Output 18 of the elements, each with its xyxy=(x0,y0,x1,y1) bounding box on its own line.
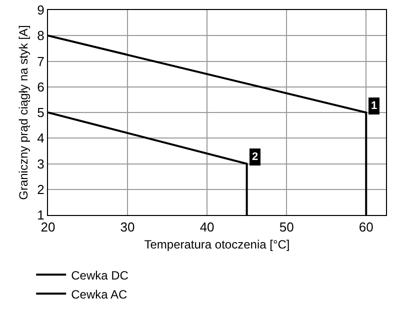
legend-label: Cewka AC xyxy=(71,287,128,302)
y-tick-label: 6 xyxy=(37,79,44,94)
x-tick-label: 40 xyxy=(200,220,214,235)
x-axis-title: Temperatura otoczenia [°C] xyxy=(144,238,290,252)
legend-label: Cewka DC xyxy=(71,268,129,282)
x-tick-label: 30 xyxy=(120,220,135,235)
y-tick-label: 8 xyxy=(37,28,44,44)
y-tick-label: 4 xyxy=(37,130,44,146)
annotation: 2 xyxy=(252,151,258,163)
x-tick-label: 60 xyxy=(358,220,374,235)
y-axis-title: Graniczny prąd ciągły na styk [A] xyxy=(16,25,30,200)
y-tick-label: 7 xyxy=(37,54,44,69)
x-tick-label: 50 xyxy=(279,220,294,235)
y-tick-label: 2 xyxy=(37,182,44,197)
annotation: 1 xyxy=(371,100,378,112)
y-tick-label: 3 xyxy=(37,156,44,172)
y-tick-label: 5 xyxy=(37,105,44,120)
y-tick-label: 9 xyxy=(37,2,44,18)
